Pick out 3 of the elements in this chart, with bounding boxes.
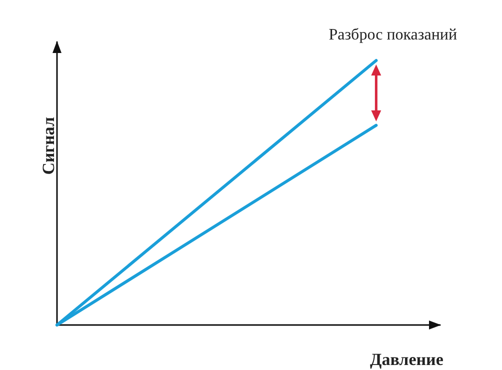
text: Разброс показаний [328,26,458,44]
y-axis-title: Сигнал [39,116,58,175]
x-axis-title: Давление [370,350,444,369]
